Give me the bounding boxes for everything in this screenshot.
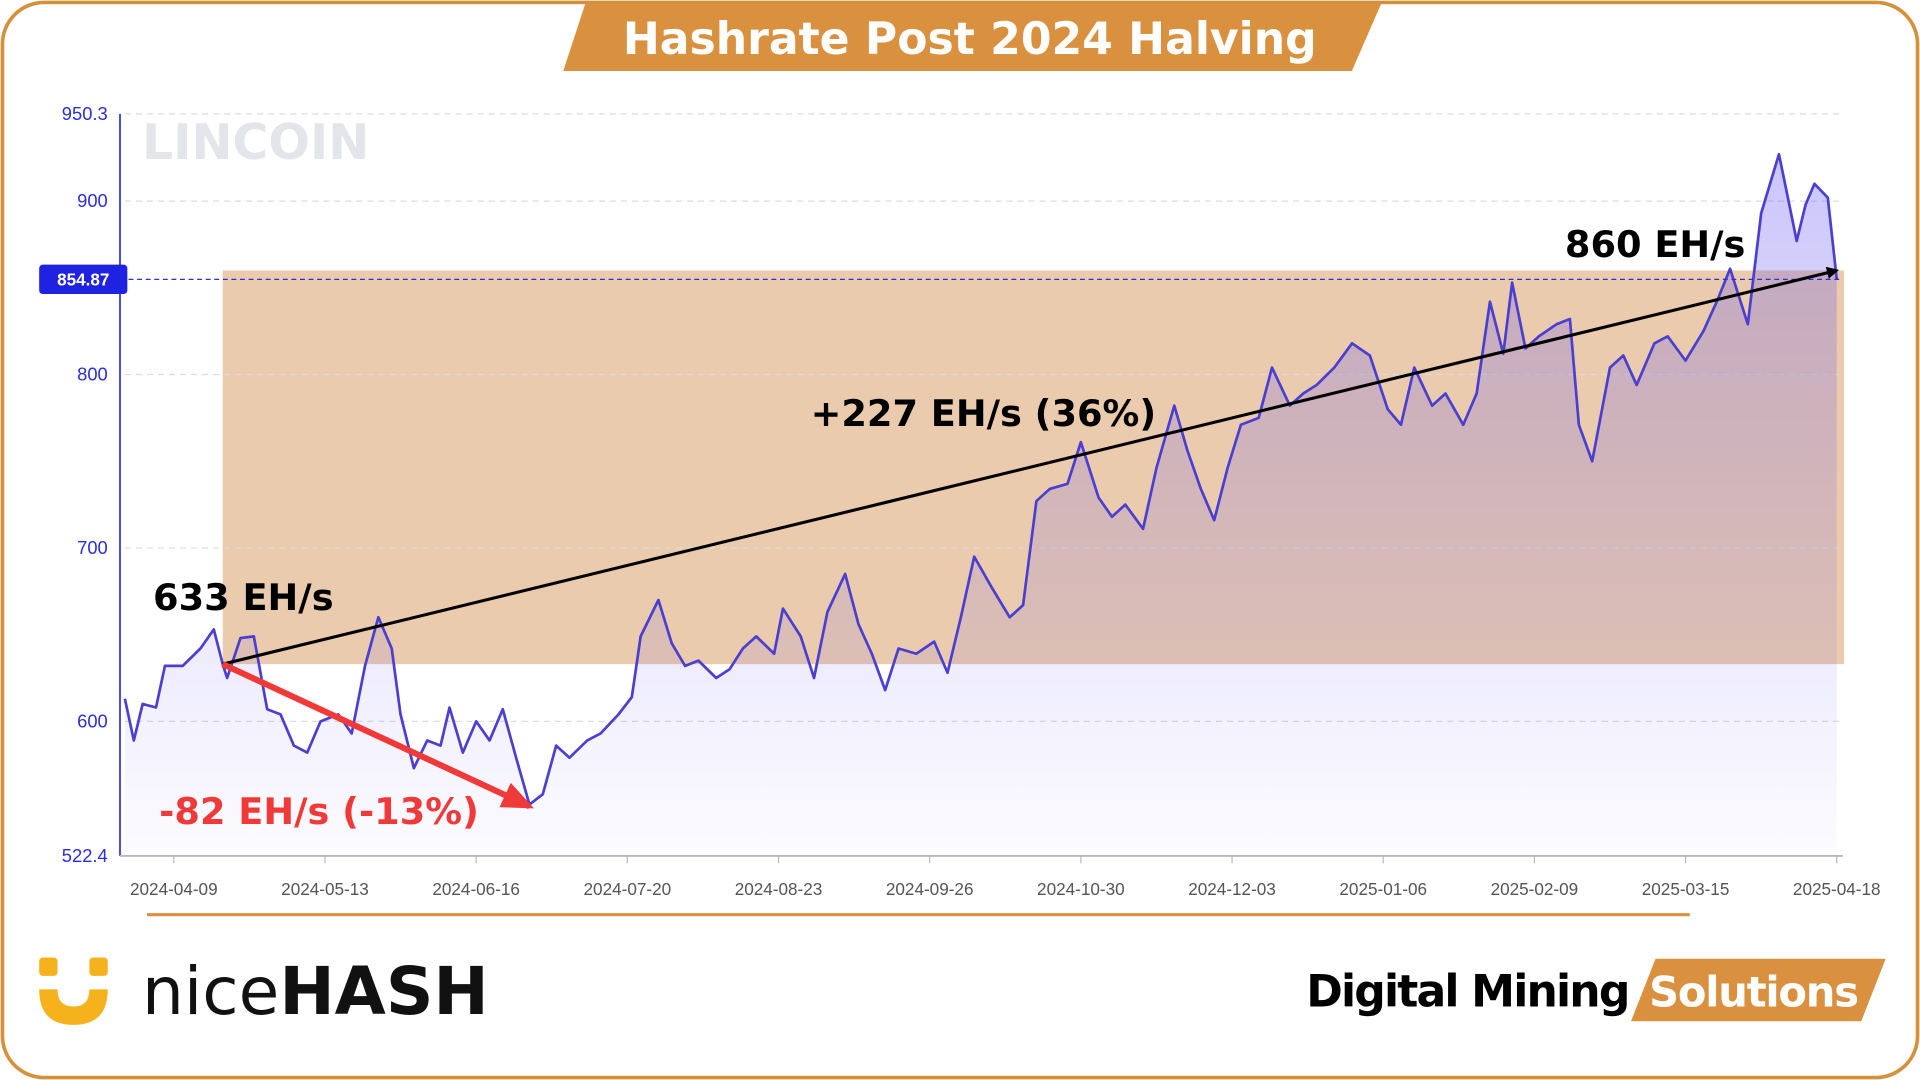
y-tick-label: 800 bbox=[77, 364, 108, 385]
x-tick-label: 2025-01-06 bbox=[1339, 879, 1427, 899]
watermark: LINCOIN bbox=[142, 114, 369, 171]
area bbox=[124, 154, 1837, 856]
company-name: Digital Mining bbox=[1306, 967, 1628, 1018]
logo-bold: HASH bbox=[279, 953, 488, 1030]
annotation: +227 EH/s (36%) bbox=[811, 392, 1157, 435]
x-tick-label: 2025-02-09 bbox=[1491, 879, 1579, 899]
x-tick-label: 2024-07-20 bbox=[584, 879, 672, 899]
logo-icon bbox=[39, 989, 108, 1025]
nicehash-logo: niceHASH bbox=[39, 953, 489, 1030]
x-tick-label: 2024-12-03 bbox=[1188, 879, 1276, 899]
y-tick-label: 900 bbox=[77, 190, 108, 211]
current-value-box bbox=[39, 264, 128, 295]
logo-light: nice bbox=[142, 953, 279, 1030]
logo-text: niceHASH bbox=[142, 953, 489, 1030]
y-tick-label: 600 bbox=[77, 710, 108, 731]
x-tick-label: 2024-09-26 bbox=[886, 879, 974, 899]
logo-icon bbox=[89, 957, 108, 976]
x-tick-label: 2024-06-16 bbox=[432, 879, 520, 899]
annotation: 860 EH/s bbox=[1565, 223, 1746, 266]
logo-icon bbox=[39, 957, 58, 976]
x-tick-label: 2025-03-15 bbox=[1642, 879, 1730, 899]
x-tick-label: 2025-04-18 bbox=[1793, 879, 1881, 899]
x-tick-label: 2024-10-30 bbox=[1037, 879, 1125, 899]
badge-text: Solutions bbox=[1649, 968, 1858, 1017]
line bbox=[123, 152, 1839, 806]
badge-shape bbox=[1631, 958, 1886, 1022]
x-tick-label: 2024-05-13 bbox=[281, 879, 369, 899]
y-tick-label: 522.4 bbox=[62, 845, 108, 866]
y-tick-label: 950.3 bbox=[62, 103, 108, 124]
x-tick-label: 2024-08-23 bbox=[735, 879, 823, 899]
annotation: -82 EH/s (-13%) bbox=[159, 790, 479, 833]
arrow bbox=[221, 661, 534, 810]
title-tab bbox=[563, 3, 1382, 72]
current-value-label: 854.87 bbox=[57, 269, 109, 289]
arrow bbox=[222, 266, 1840, 666]
annotation: 633 EH/s bbox=[153, 576, 334, 619]
x-tick-label: 2024-04-09 bbox=[130, 879, 218, 899]
y-tick-label: 700 bbox=[77, 537, 108, 558]
chart-title: Hashrate Post 2024 Halving bbox=[623, 14, 1317, 65]
